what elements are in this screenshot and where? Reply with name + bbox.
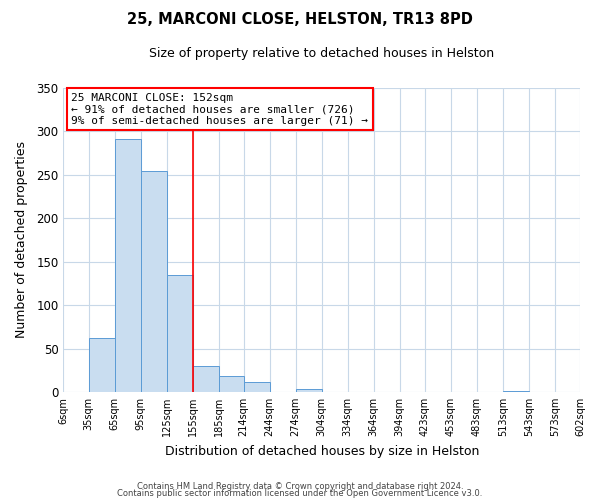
Bar <box>115 140 140 392</box>
Text: Contains HM Land Registry data © Crown copyright and database right 2024.: Contains HM Land Registry data © Crown c… <box>137 482 463 491</box>
Y-axis label: Number of detached properties: Number of detached properties <box>15 142 28 338</box>
Text: 25, MARCONI CLOSE, HELSTON, TR13 8PD: 25, MARCONI CLOSE, HELSTON, TR13 8PD <box>127 12 473 28</box>
Bar <box>503 391 529 392</box>
Title: Size of property relative to detached houses in Helston: Size of property relative to detached ho… <box>149 48 494 60</box>
Text: 25 MARCONI CLOSE: 152sqm
← 91% of detached houses are smaller (726)
9% of semi-d: 25 MARCONI CLOSE: 152sqm ← 91% of detach… <box>71 92 368 126</box>
Bar <box>140 170 167 392</box>
Bar <box>193 366 218 392</box>
Bar <box>167 274 193 392</box>
Text: Contains public sector information licensed under the Open Government Licence v3: Contains public sector information licen… <box>118 490 482 498</box>
X-axis label: Distribution of detached houses by size in Helston: Distribution of detached houses by size … <box>164 444 479 458</box>
Bar <box>218 376 244 392</box>
Bar <box>296 390 322 392</box>
Bar <box>89 338 115 392</box>
Bar <box>244 382 270 392</box>
